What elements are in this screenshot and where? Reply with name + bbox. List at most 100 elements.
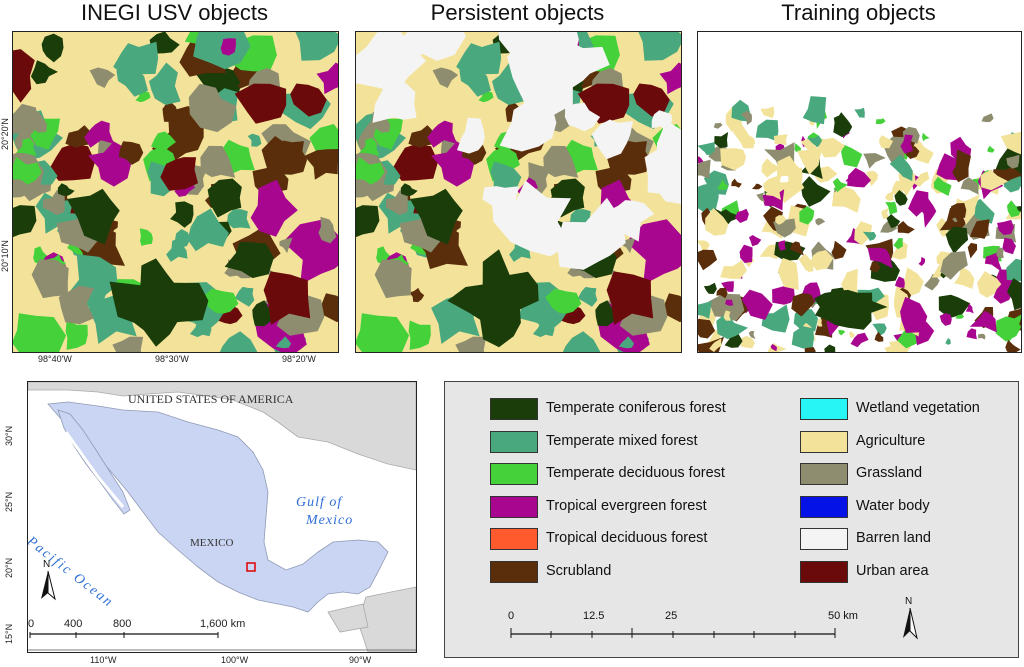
land-cover-patch — [275, 336, 292, 349]
land-cover-map-training — [698, 32, 1021, 352]
land-cover-patch — [624, 140, 647, 169]
land-cover-patch — [41, 33, 64, 63]
land-cover-patch — [187, 208, 229, 252]
legend-swatch — [490, 430, 538, 453]
lat-label-20-10: 20°10'N — [0, 240, 10, 272]
land-cover-map-inegi — [13, 32, 338, 352]
land-cover-patch — [263, 271, 311, 325]
inset-lon-90: 90°W — [349, 655, 372, 665]
land-cover-patch — [626, 219, 681, 285]
land-cover-patch — [356, 313, 410, 352]
legend-swatch — [490, 398, 538, 420]
inset-scale-bar — [29, 632, 219, 638]
land-cover-patch — [455, 336, 487, 352]
land-cover-patch — [432, 67, 459, 88]
legend-scale-12-5: 12.5 — [583, 610, 605, 622]
map-panel-persistent — [355, 31, 682, 353]
land-cover-patch — [224, 241, 274, 279]
legend-swatch — [800, 560, 848, 583]
land-cover-patch — [622, 237, 636, 254]
inset-scale-800: 800 — [113, 618, 132, 630]
land-cover-patch — [149, 32, 180, 54]
land-cover-patch — [13, 205, 37, 238]
legend-swatch — [800, 398, 848, 420]
land-cover-patch — [409, 188, 463, 245]
land-cover-patch — [247, 133, 262, 147]
land-cover-patch — [200, 145, 236, 178]
land-cover-patch — [57, 183, 75, 196]
panel-title-training: Training objects — [781, 0, 936, 25]
land-cover-patch — [149, 62, 181, 105]
land-cover-patch — [250, 179, 298, 237]
land-cover-patch — [151, 131, 176, 152]
legend-label: Agriculture — [856, 432, 926, 449]
lon-label-98-30: 98°30'W — [155, 354, 189, 364]
legend-scale-bar — [510, 628, 836, 638]
lon-label-98-40: 98°40'W — [38, 354, 72, 364]
land-cover-patch — [478, 91, 494, 103]
land-cover-patch — [84, 120, 114, 148]
land-cover-patch — [42, 189, 65, 216]
legend-label: Water body — [856, 497, 930, 514]
north-arrow-icon — [903, 608, 918, 640]
legend-swatch — [800, 463, 848, 485]
legend-label: Wetland vegetation — [856, 400, 980, 416]
mexico-label: MEXICO — [190, 537, 234, 549]
land-cover-patch — [65, 125, 91, 148]
land-cover-patch — [290, 83, 327, 117]
land-cover-patch — [577, 286, 598, 307]
land-cover-patch — [606, 271, 654, 325]
legend-scale-0: 0 — [508, 610, 515, 622]
legend-label: Tropical deciduous forest — [546, 530, 708, 546]
land-cover-patch — [279, 237, 293, 254]
land-cover-patch — [112, 336, 144, 352]
land-cover-patch — [170, 201, 194, 228]
land-cover-patch — [139, 228, 153, 246]
map-panel-training — [697, 31, 1022, 353]
legend-north-label: N — [905, 596, 913, 607]
legend-scale-25: 25 — [665, 610, 678, 622]
land-cover-patch — [175, 229, 191, 249]
land-cover-patch — [374, 259, 412, 299]
inset-north-label: N — [43, 559, 51, 570]
land-cover-patch — [13, 313, 67, 352]
land-cover-patch — [509, 237, 531, 262]
legend-swatch — [800, 528, 848, 550]
legend-swatch — [800, 430, 848, 453]
land-cover-patch — [49, 144, 96, 181]
inset-lon-100: 100°W — [221, 655, 249, 665]
land-cover-patch — [316, 62, 338, 95]
land-cover-patch — [189, 320, 212, 338]
land-cover-patch — [89, 67, 116, 88]
inset-north-arrow: N — [38, 559, 58, 601]
land-cover-patch — [359, 138, 380, 157]
inset-scale-0: 0 — [28, 618, 35, 630]
land-cover-patch — [13, 103, 39, 134]
inset-scale-1600: 1,600 km — [200, 618, 246, 630]
legend-swatch — [800, 495, 848, 518]
land-cover-patch — [400, 183, 418, 196]
land-cover-patch — [356, 205, 380, 238]
land-cover-patch — [295, 32, 338, 61]
land-cover-patch — [459, 59, 491, 97]
land-cover-patch — [66, 188, 120, 245]
legend-label: Barren land — [856, 530, 931, 546]
north-arrow-icon — [41, 571, 56, 601]
map-panel-inegi — [12, 31, 339, 353]
legend-label: Temperate mixed forest — [546, 432, 698, 449]
legend-panel: 0 12.5 25 50 km N Temperate coniferous f… — [444, 381, 1019, 658]
land-cover-patch — [234, 83, 287, 124]
study-area-marker — [246, 562, 256, 572]
land-cover-patch — [118, 141, 144, 165]
mexico-inset-map: UNITED STATES OF AMERICA MEXICO Gulf of … — [27, 381, 417, 653]
legend-north-arrow: N — [900, 596, 920, 642]
legend-swatch — [490, 528, 538, 550]
land-cover-patch — [408, 320, 431, 350]
legend-label: Temperate coniferous forest — [546, 400, 726, 416]
legend-label: Temperate deciduous forest — [546, 465, 725, 481]
land-cover-patch — [304, 149, 338, 180]
land-cover-patch — [281, 140, 304, 169]
land-cover-patch — [356, 156, 385, 185]
land-cover-patch — [638, 32, 681, 61]
land-cover-patch — [188, 83, 237, 133]
